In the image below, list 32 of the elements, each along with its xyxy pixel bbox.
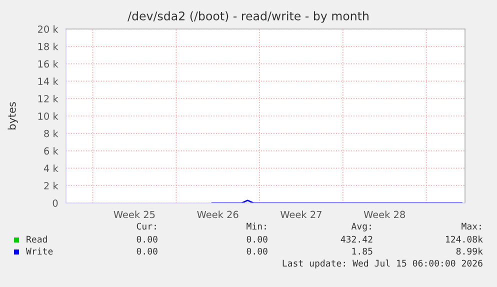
chart-title: /dev/sda2 (/boot) - read/write - by month (128, 11, 368, 23)
y-tick-label: 20 k (38, 25, 58, 33)
y-tick-label: 16 k (38, 60, 58, 68)
x-tick-label: Week 26 (197, 210, 238, 218)
y-tick-label: 4 k (44, 164, 58, 172)
text: 432.42 (340, 236, 372, 243)
y-tick-label: 2 k (44, 182, 58, 190)
y-tick-label: 8 k (44, 130, 58, 138)
y-tick-label: 6 k (44, 147, 58, 155)
y-tick-label: 18 k (38, 42, 58, 50)
legend-label: Write (26, 248, 53, 255)
text: 8.99k (456, 248, 483, 255)
x-tick-label: Week 28 (364, 210, 405, 218)
text: 0.00 (136, 236, 158, 243)
legend-label: Read (26, 236, 47, 243)
text: 124.08k (446, 236, 483, 243)
y-axis-title: bytes (8, 102, 18, 130)
text: Last update: Wed Jul 15 06:00:00 2026 (282, 260, 482, 268)
text: 1.85 (352, 248, 372, 255)
text: Avg: (351, 222, 371, 232)
x-tick-label: Week 25 (114, 210, 155, 218)
text: Min: (246, 222, 266, 230)
y-tick-label: 12 k (38, 94, 58, 102)
y-tick-label: 14 k (38, 78, 58, 85)
text: Cur: (136, 222, 156, 230)
y-tick-label: 0 (52, 199, 58, 207)
text: 0.00 (136, 248, 158, 255)
text: 0.00 (246, 248, 268, 255)
text: Max: (462, 222, 481, 230)
text: 0.00 (246, 236, 268, 243)
x-tick-label: Week 27 (280, 210, 322, 218)
y-tick-label: 10 k (38, 112, 58, 120)
